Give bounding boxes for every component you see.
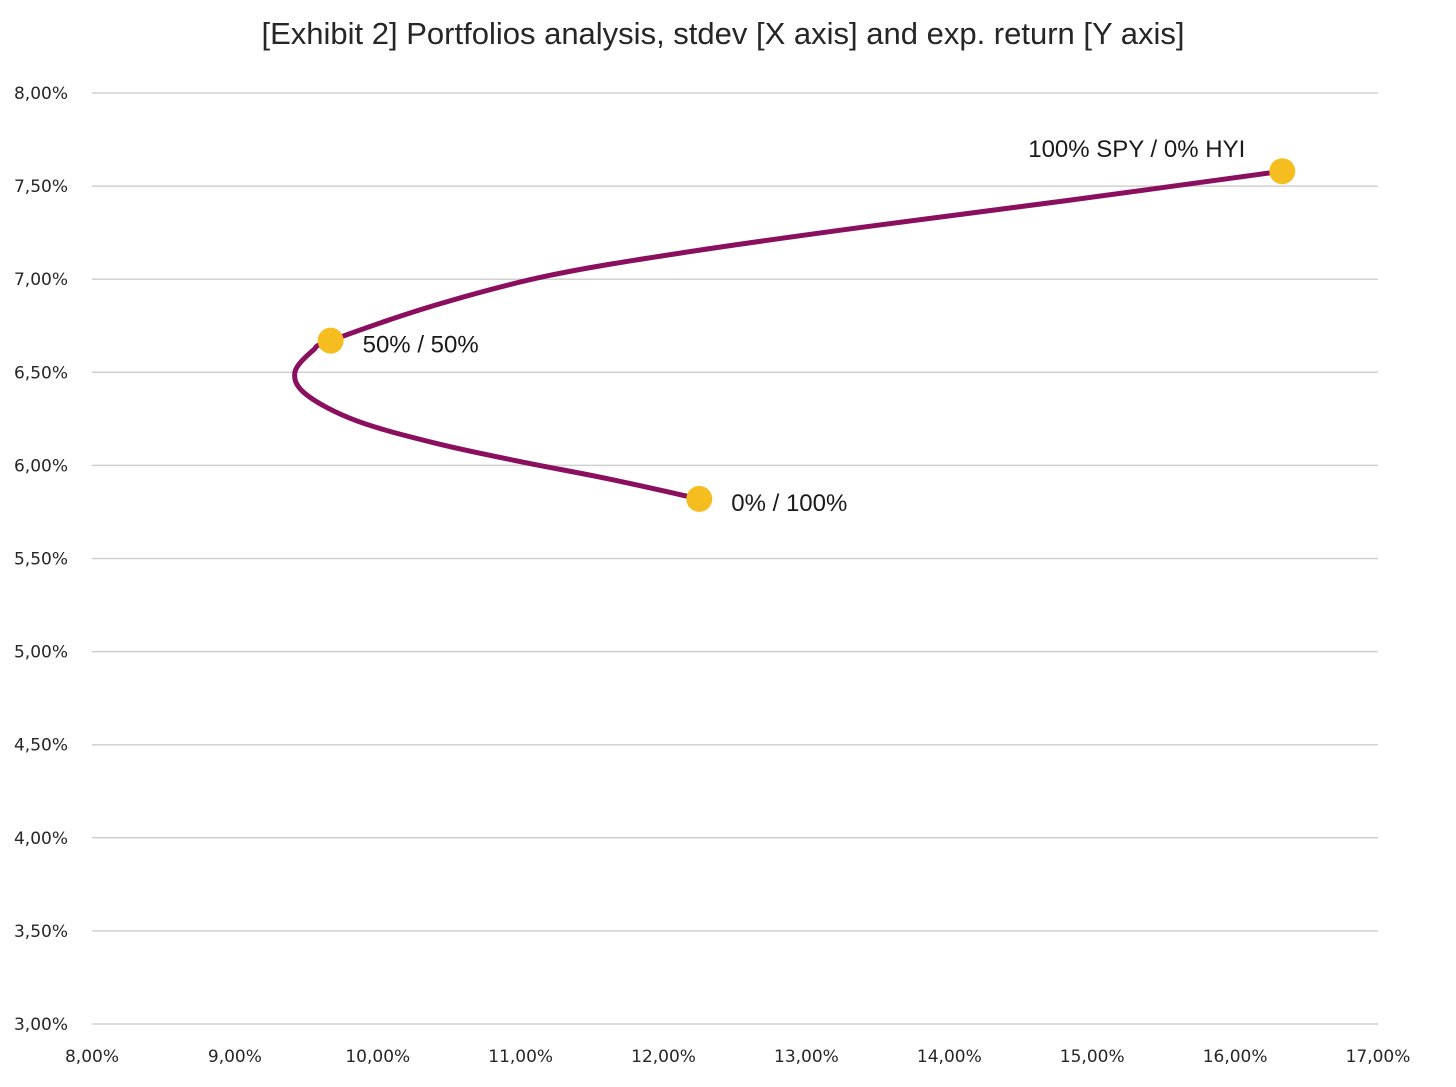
y-tick-label: 5,00% [14,643,68,663]
portfolio-markers [317,158,1296,512]
y-tick-label: 8,00% [14,84,68,104]
y-tick-label: 7,50% [14,177,68,197]
y-tick-label: 6,00% [14,456,68,476]
portfolio-marker [317,327,344,354]
x-tick-label: 11,00% [488,1047,553,1067]
y-tick-label: 3,50% [14,922,68,942]
y-tick-label: 3,00% [14,1015,68,1035]
y-tick-label: 4,00% [14,829,68,849]
x-axis-ticks: 8,00% 9,00% 10,00% 11,00% 12,00% 13,00% 14,00%… [65,1047,1410,1067]
portfolio-marker [686,485,713,512]
y-tick-label: 7,00% [14,270,68,290]
portfolio-label: 0% / 100% [731,490,847,517]
x-tick-label: 8,00% [65,1047,119,1067]
y-tick-label: 6,50% [14,363,68,383]
portfolio-label: 50% / 50% [363,332,479,359]
x-tick-label: 9,00% [208,1047,262,1067]
x-tick-label: 13,00% [774,1047,839,1067]
portfolio-labels: 100% SPY / 0% HYI 50% / 50% 0% / 100% [363,136,1246,517]
y-tick-label: 4,50% [14,736,68,756]
y-axis-ticks: 3,00% 3,50% 4,00% 4,50% 5,00% 5,50% 6,00% 6,50%… [14,84,68,1035]
x-tick-label: 15,00% [1060,1047,1125,1067]
portfolio-label: 100% SPY / 0% HYI [1028,136,1245,163]
chart-title: [Exhibit 2] Portfolios analysis, stdev [… [262,16,1185,51]
x-tick-label: 16,00% [1203,1047,1268,1067]
portfolio-marker [1269,158,1296,185]
x-tick-label: 12,00% [631,1047,696,1067]
x-tick-label: 17,00% [1346,1047,1411,1067]
y-tick-label: 5,50% [14,550,68,570]
x-tick-label: 14,00% [917,1047,982,1067]
x-tick-label: 10,00% [345,1047,410,1067]
gridlines [92,92,1378,1025]
